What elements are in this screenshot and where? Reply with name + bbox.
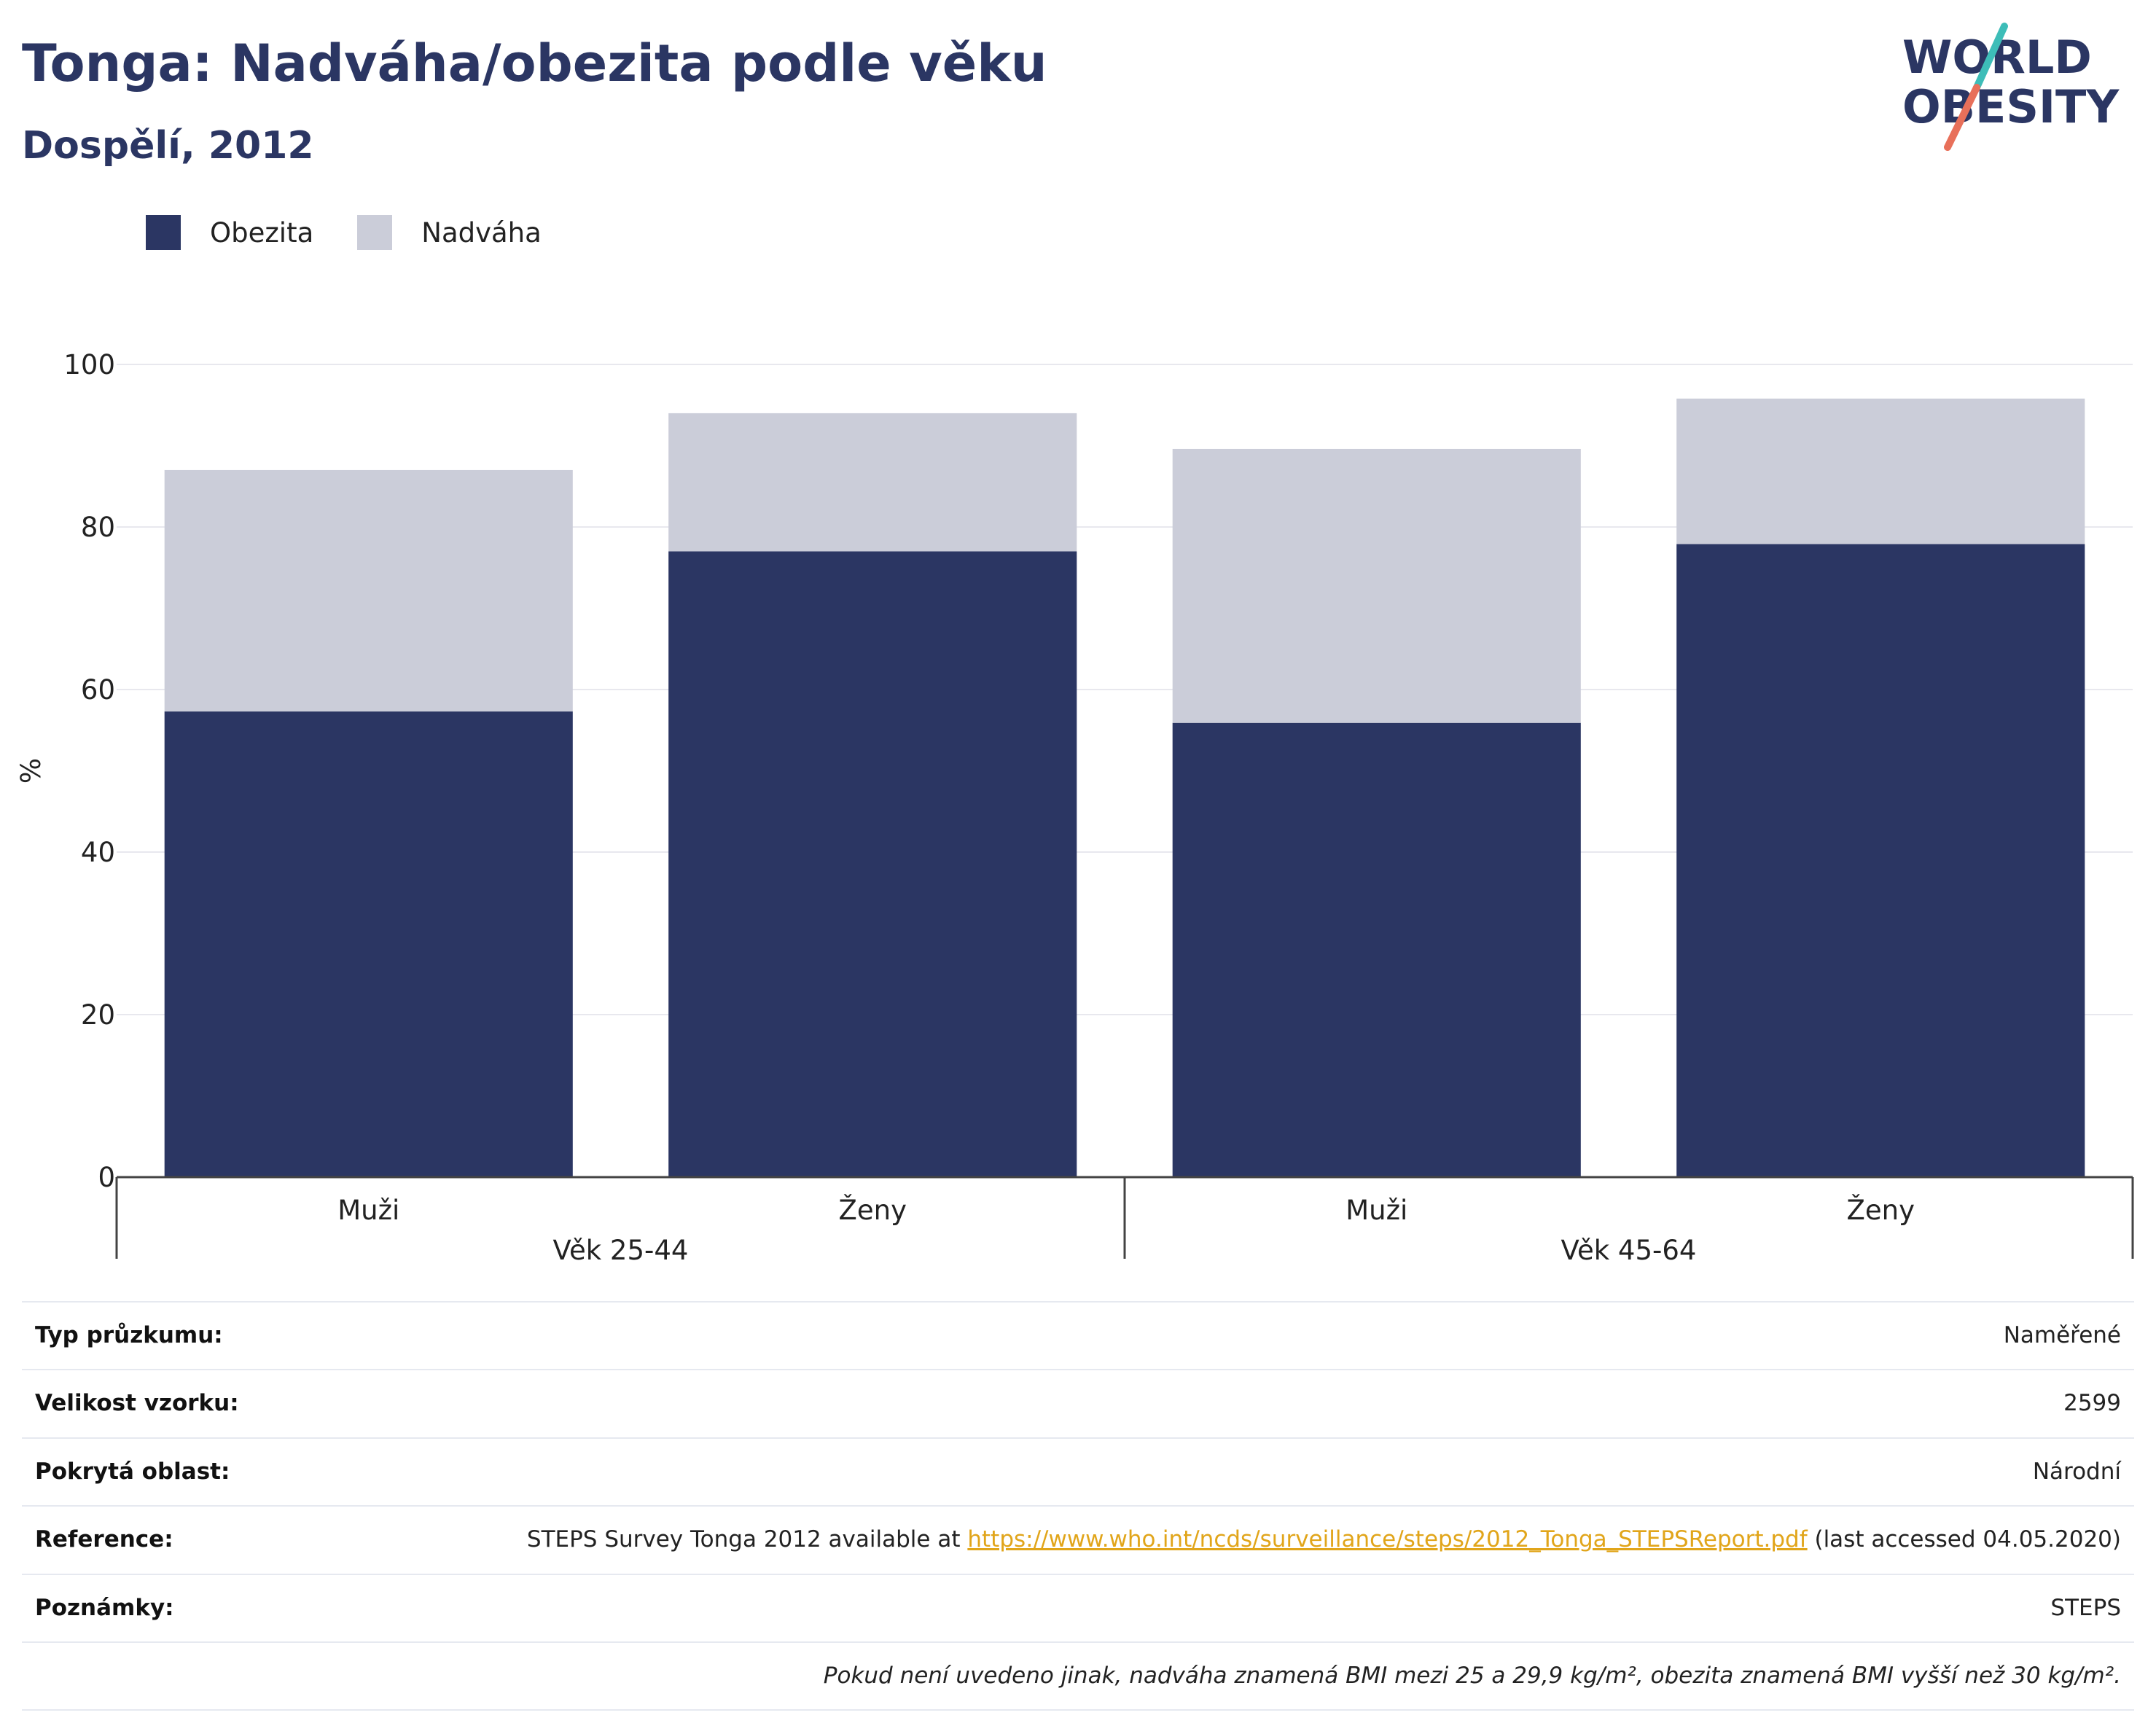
x-tick-label: Muži bbox=[337, 1195, 399, 1226]
reference-text-after: (last accessed 04.05.2020) bbox=[1807, 1526, 2121, 1553]
info-value: Naměřené bbox=[485, 1300, 2134, 1370]
y-tick-label: 60 bbox=[81, 674, 115, 706]
info-row-notes: Poznámky: STEPS bbox=[22, 1573, 2134, 1642]
x-group-label: Věk 25-44 bbox=[553, 1235, 689, 1266]
info-label: Pokrytá oblast: bbox=[22, 1437, 485, 1507]
logo-slash-teal bbox=[1973, 23, 2008, 91]
info-row-footnote: Pokud není uvedeno jinak, nadváha znamen… bbox=[22, 1641, 2134, 1711]
legend-label-nadvaha: Nadváha bbox=[421, 216, 542, 249]
x-tick-label: Ženy bbox=[839, 1194, 907, 1226]
logo-word-obesity: OBESITY bbox=[1902, 80, 2120, 133]
info-label: Velikost vzorku: bbox=[22, 1369, 485, 1438]
bar-obezita bbox=[1172, 722, 1581, 1177]
info-label: Reference: bbox=[22, 1505, 485, 1574]
info-value: STEPS bbox=[485, 1573, 2134, 1642]
info-row-sample-size: Velikost vzorku: 2599 bbox=[22, 1369, 2134, 1438]
chart-subtitle: Dospělí, 2012 bbox=[22, 124, 314, 168]
y-tick-label: 0 bbox=[98, 1162, 115, 1193]
bar-obezita bbox=[164, 711, 573, 1177]
legend-item-obezita[interactable]: Obezita bbox=[146, 215, 313, 250]
stacked-bar-chart: 0 20 40 60 80 100% Muži Ženy Muži Ženy Věk 25-44 Vě… bbox=[15, 349, 2134, 1266]
x-group-label: Věk 45-64 bbox=[1561, 1235, 1697, 1266]
legend-swatch-obezita bbox=[146, 215, 181, 250]
legend-item-nadvaha[interactable]: Nadváha bbox=[357, 215, 542, 250]
survey-info-table: Typ průzkumu: Naměřené Velikost vzorku: … bbox=[22, 1300, 2134, 1711]
chart-title: Tonga: Nadváha/obezita podle věku bbox=[22, 34, 1047, 93]
reference-value: STEPS Survey Tonga 2012 available at htt… bbox=[485, 1505, 2134, 1574]
info-row-survey-type: Typ průzkumu: Naměřené bbox=[22, 1300, 2134, 1370]
bmi-footnote: Pokud není uvedeno jinak, nadváha znamen… bbox=[22, 1641, 2134, 1711]
info-value: 2599 bbox=[485, 1369, 2134, 1438]
chart-legend: Obezita Nadváha bbox=[146, 215, 585, 250]
y-axis-title: % bbox=[15, 758, 47, 784]
bar-nadvaha bbox=[1676, 398, 2085, 544]
info-row-reference: Reference: STEPS Survey Tonga 2012 avail… bbox=[22, 1505, 2134, 1574]
y-tick-label: 20 bbox=[81, 999, 115, 1031]
x-tick-label: Ženy bbox=[1847, 1194, 1915, 1226]
info-value: Národní bbox=[485, 1437, 2134, 1507]
bar-obezita bbox=[1676, 544, 2085, 1177]
bar-nadvaha bbox=[1172, 448, 1581, 723]
info-label: Poznámky: bbox=[22, 1573, 485, 1642]
legend-swatch-nadvaha bbox=[357, 215, 393, 250]
info-row-area: Pokrytá oblast: Národní bbox=[22, 1437, 2134, 1507]
world-obesity-logo: WORLD OBESITY bbox=[1902, 23, 2120, 151]
y-tick-label: 100 bbox=[63, 349, 115, 380]
reference-text-before: STEPS Survey Tonga 2012 available at bbox=[526, 1526, 968, 1553]
bar-nadvaha bbox=[668, 413, 1077, 552]
info-label: Typ průzkumu: bbox=[22, 1300, 485, 1370]
logo-slash-red bbox=[1944, 84, 1980, 151]
x-tick-label: Muži bbox=[1345, 1195, 1407, 1226]
y-tick-label: 80 bbox=[81, 512, 115, 543]
bar-obezita bbox=[668, 551, 1077, 1177]
bar-nadvaha bbox=[164, 469, 573, 712]
legend-label-obezita: Obezita bbox=[210, 216, 314, 249]
reference-link[interactable]: https://www.who.int/ncds/surveillance/st… bbox=[967, 1526, 1808, 1553]
y-tick-label: 40 bbox=[81, 837, 115, 868]
